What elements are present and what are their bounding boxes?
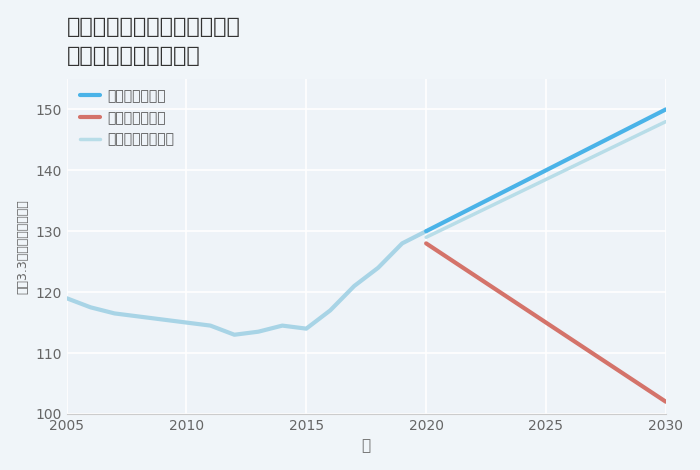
- グッドシナリオ: [518, 180, 526, 185]
- Legend: グッドシナリオ, バッドシナリオ, ノーマルシナリオ: グッドシナリオ, バッドシナリオ, ノーマルシナリオ: [80, 89, 174, 147]
- バッドシナリオ: [566, 336, 574, 341]
- Y-axis label: 坪（3.3㎡）単価（万円）: 坪（3.3㎡）単価（万円）: [17, 199, 29, 294]
- グッドシナリオ: [542, 167, 550, 173]
- バッドシナリオ: [542, 320, 550, 325]
- ノーマルシナリオ: [589, 154, 598, 159]
- ノーマルシナリオ: [494, 200, 502, 205]
- Line: ノーマルシナリオ: ノーマルシナリオ: [426, 122, 666, 237]
- Text: 兵庫県西宮市上ヶ原四番町の
中古戸建ての価格推移: 兵庫県西宮市上ヶ原四番町の 中古戸建ての価格推移: [66, 16, 241, 66]
- ノーマルシナリオ: [470, 212, 478, 217]
- バッドシナリオ: [494, 288, 502, 294]
- バッドシナリオ: [638, 383, 646, 389]
- ノーマルシナリオ: [638, 130, 646, 136]
- ノーマルシナリオ: [446, 223, 454, 228]
- X-axis label: 年: 年: [362, 439, 371, 454]
- グッドシナリオ: [662, 107, 670, 112]
- Line: グッドシナリオ: グッドシナリオ: [426, 110, 666, 231]
- ノーマルシナリオ: [614, 142, 622, 148]
- ノーマルシナリオ: [542, 177, 550, 182]
- グッドシナリオ: [614, 131, 622, 137]
- グッドシナリオ: [566, 155, 574, 161]
- バッドシナリオ: [422, 241, 430, 246]
- バッドシナリオ: [518, 304, 526, 310]
- バッドシナリオ: [614, 367, 622, 373]
- ノーマルシナリオ: [662, 119, 670, 125]
- ノーマルシナリオ: [422, 235, 430, 240]
- バッドシナリオ: [589, 352, 598, 357]
- グッドシナリオ: [589, 143, 598, 149]
- グッドシナリオ: [422, 228, 430, 234]
- バッドシナリオ: [662, 399, 670, 405]
- ノーマルシナリオ: [566, 165, 574, 171]
- バッドシナリオ: [470, 272, 478, 278]
- ノーマルシナリオ: [518, 188, 526, 194]
- Line: バッドシナリオ: バッドシナリオ: [426, 243, 666, 402]
- バッドシナリオ: [446, 257, 454, 262]
- グッドシナリオ: [470, 204, 478, 210]
- グッドシナリオ: [494, 192, 502, 197]
- グッドシナリオ: [446, 216, 454, 222]
- グッドシナリオ: [638, 119, 646, 125]
